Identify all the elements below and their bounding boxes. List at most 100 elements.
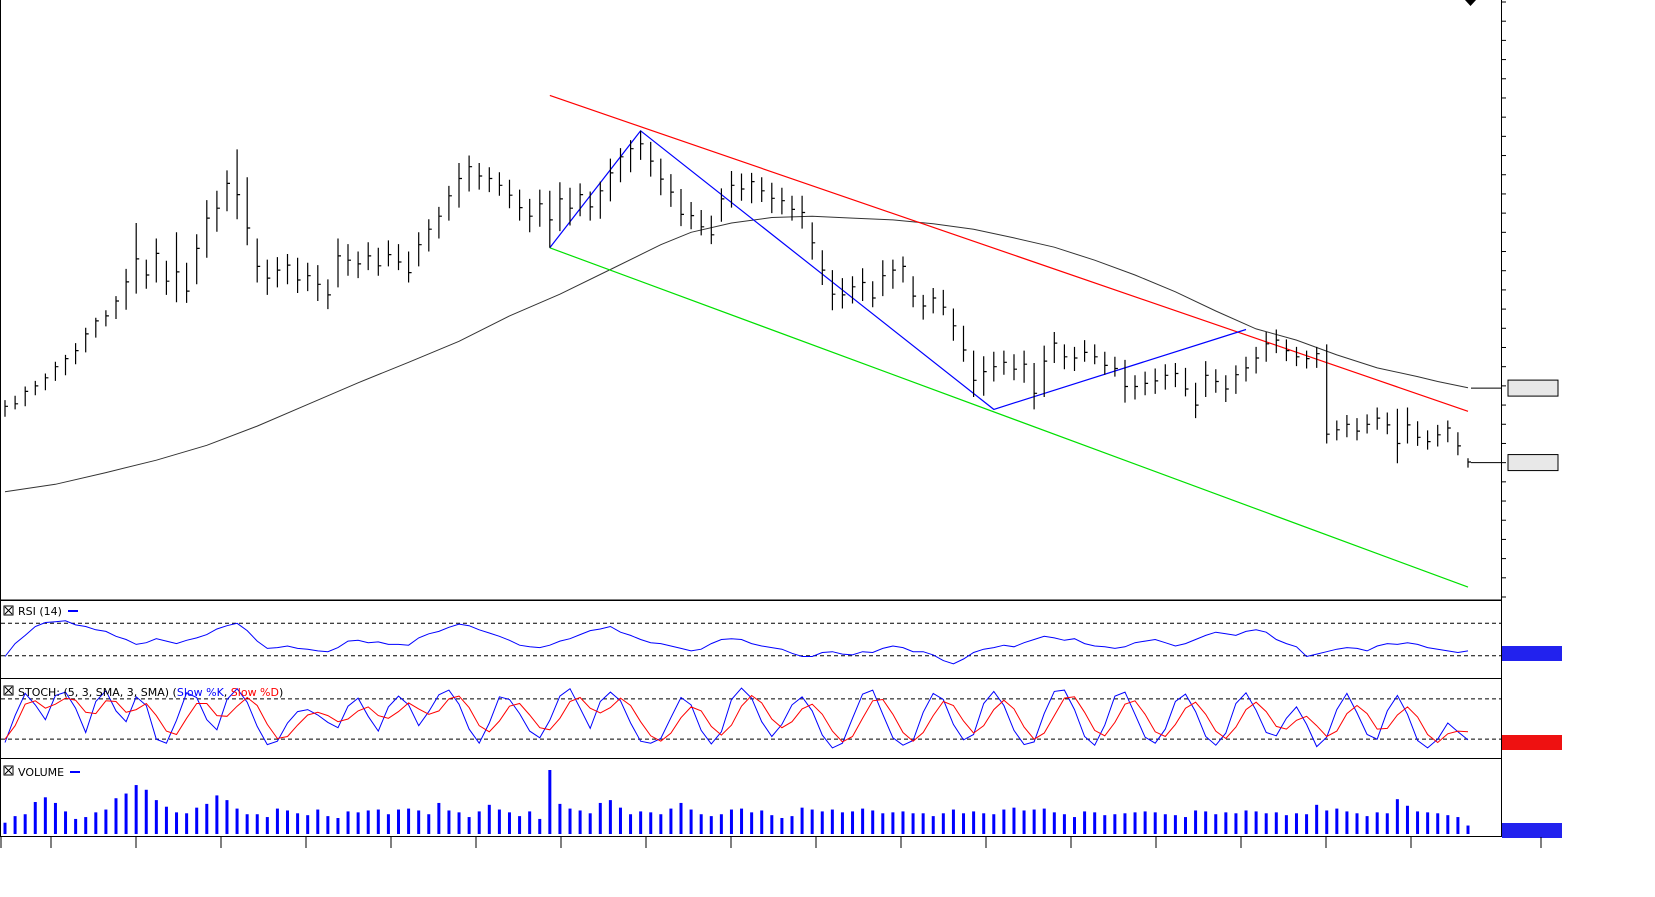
ohlc-bar bbox=[559, 182, 563, 232]
ohlc-bar bbox=[105, 310, 109, 327]
ohlc-bar bbox=[246, 177, 251, 246]
ohlc-bar bbox=[660, 158, 664, 196]
ohlc-bar bbox=[317, 265, 321, 301]
price-tag-box bbox=[1507, 454, 1559, 472]
ohlc-bar bbox=[1295, 346, 1300, 367]
ohlc-bar bbox=[922, 294, 927, 320]
volume-frame bbox=[0, 758, 1502, 837]
ohlc-bar bbox=[589, 191, 594, 221]
ohlc-bar bbox=[468, 155, 473, 192]
ohlc-bar bbox=[397, 244, 402, 271]
price-axis[interactable] bbox=[1471, 1, 1562, 838]
ohlc-bar bbox=[872, 281, 876, 308]
ohlc-bar bbox=[337, 238, 341, 288]
ohlc-bars bbox=[4, 130, 1471, 468]
ohlc-bar bbox=[1417, 421, 1421, 446]
ohlc-bar bbox=[1094, 344, 1098, 365]
ohlc-bar bbox=[599, 181, 604, 219]
ohlc-bar bbox=[1396, 408, 1401, 464]
ohlc-bar bbox=[831, 270, 836, 311]
rsi-panel[interactable] bbox=[1, 620, 1501, 665]
ohlc-bar bbox=[1053, 332, 1058, 363]
ohlc-bar bbox=[14, 395, 19, 410]
ohlc-bar bbox=[640, 130, 644, 160]
ohlc-bar bbox=[1356, 418, 1360, 441]
ohlc-bar bbox=[1437, 424, 1441, 447]
ohlc-bar bbox=[519, 189, 523, 221]
ohlc-bar bbox=[1326, 344, 1330, 444]
ohlc-bar bbox=[902, 256, 906, 283]
ohlc-bar bbox=[1023, 350, 1028, 383]
ohlc-bar bbox=[1144, 371, 1149, 396]
ohlc-bar bbox=[508, 179, 513, 209]
stochastic-panel[interactable] bbox=[1, 687, 1501, 749]
ohlc-bar bbox=[1124, 359, 1128, 403]
ohlc-bar bbox=[740, 173, 745, 201]
ohlc-bar bbox=[1195, 382, 1199, 419]
ohlc-bar bbox=[1114, 356, 1118, 377]
ohlc-bar bbox=[54, 361, 59, 381]
ohlc-bar bbox=[1275, 329, 1280, 354]
main-price-panel[interactable] bbox=[4, 94, 1471, 588]
time-axis[interactable] bbox=[0, 837, 1542, 848]
ohlc-bar bbox=[24, 386, 29, 407]
ohlc-bar bbox=[387, 240, 392, 267]
stoch-k-line bbox=[4, 687, 1469, 749]
ohlc-bar bbox=[700, 210, 705, 236]
ohlc-bar bbox=[912, 276, 917, 308]
volume-panel[interactable] bbox=[3, 770, 1470, 834]
ohlc-bar bbox=[226, 170, 230, 212]
stoch-value-tag bbox=[1502, 735, 1562, 750]
ohlc-bar bbox=[1084, 340, 1088, 362]
ohlc-bar bbox=[1184, 367, 1189, 397]
ohlc-bar bbox=[64, 354, 69, 376]
price-tag bbox=[1471, 454, 1559, 472]
ohlc-bar bbox=[115, 296, 119, 319]
ohlc-bar bbox=[408, 251, 412, 283]
ohlc-bar bbox=[579, 183, 584, 217]
ohlc-bar bbox=[619, 148, 624, 183]
ohlc-bar bbox=[801, 195, 806, 229]
lower-channel-line bbox=[549, 247, 1469, 588]
ohlc-bar bbox=[811, 222, 816, 260]
panel-frames bbox=[0, 0, 1502, 837]
ohlc-bar bbox=[1346, 415, 1350, 438]
ohlc-bar bbox=[952, 308, 957, 341]
ohlc-bar bbox=[155, 238, 160, 283]
ohlc-bar bbox=[751, 172, 755, 204]
volume-value-tag bbox=[1502, 823, 1562, 838]
ohlc-bar bbox=[1467, 458, 1471, 468]
ohlc-bar bbox=[962, 325, 967, 362]
ohlc-bar bbox=[841, 278, 846, 309]
ohlc-bar bbox=[256, 238, 261, 283]
ohlc-bar bbox=[266, 259, 271, 295]
ohlc-bar bbox=[327, 279, 331, 310]
ohlc-bar bbox=[1073, 346, 1078, 371]
ohlc-bar bbox=[44, 373, 49, 391]
ohlc-bar bbox=[175, 232, 180, 303]
ohlc-bar bbox=[186, 262, 190, 303]
ohlc-bar bbox=[1164, 364, 1169, 390]
ohlc-bar bbox=[367, 242, 372, 271]
stoch-d-line bbox=[4, 694, 1469, 744]
rsi-close-x-icon bbox=[4, 606, 13, 615]
scroll-marker-icon[interactable] bbox=[1465, 0, 1476, 6]
price-tag bbox=[1471, 379, 1559, 397]
ohlc-bar bbox=[196, 234, 200, 285]
ohlc-bar bbox=[821, 250, 826, 285]
ohlc-bar bbox=[730, 171, 735, 208]
ohlc-bar bbox=[882, 260, 886, 297]
ohlc-bar bbox=[650, 141, 654, 177]
ohlc-bar bbox=[206, 200, 210, 258]
ohlc-bar bbox=[286, 254, 291, 285]
ohlc-bar bbox=[670, 174, 674, 207]
ohlc-bar bbox=[125, 268, 130, 310]
ohlc-bar bbox=[942, 289, 947, 316]
ohlc-bar bbox=[347, 244, 351, 276]
volume-bars bbox=[3, 770, 1470, 834]
ohlc-bar bbox=[498, 172, 503, 196]
ohlc-bar bbox=[1427, 430, 1431, 450]
ohlc-bar bbox=[932, 288, 937, 314]
volume-header: VOLUME bbox=[3, 765, 80, 779]
